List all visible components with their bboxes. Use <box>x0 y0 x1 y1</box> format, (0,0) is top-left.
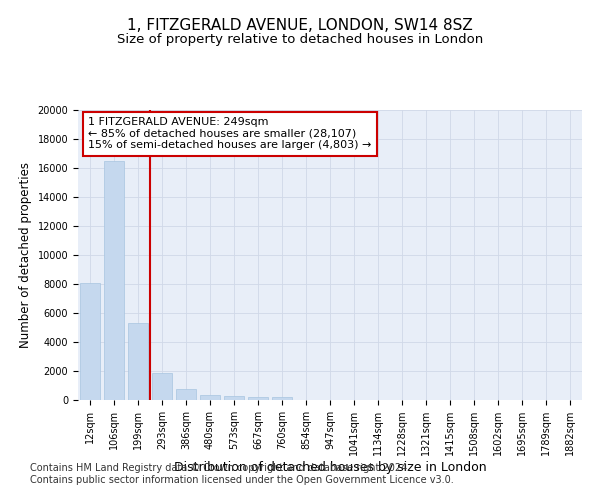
Text: 1, FITZGERALD AVENUE, LONDON, SW14 8SZ: 1, FITZGERALD AVENUE, LONDON, SW14 8SZ <box>127 18 473 32</box>
X-axis label: Distribution of detached houses by size in London: Distribution of detached houses by size … <box>173 461 487 474</box>
Bar <box>272 397 292 400</box>
Bar <box>224 396 244 400</box>
Text: Size of property relative to detached houses in London: Size of property relative to detached ho… <box>117 32 483 46</box>
Bar <box>152 373 172 400</box>
Bar <box>128 323 148 400</box>
Bar <box>80 282 100 400</box>
Bar <box>104 161 124 400</box>
Bar <box>176 389 196 400</box>
Text: Contains HM Land Registry data © Crown copyright and database right 2024.
Contai: Contains HM Land Registry data © Crown c… <box>30 464 454 485</box>
Bar <box>200 396 220 400</box>
Y-axis label: Number of detached properties: Number of detached properties <box>19 162 32 348</box>
Bar <box>248 396 268 400</box>
Text: 1 FITZGERALD AVENUE: 249sqm
← 85% of detached houses are smaller (28,107)
15% of: 1 FITZGERALD AVENUE: 249sqm ← 85% of det… <box>88 117 371 150</box>
